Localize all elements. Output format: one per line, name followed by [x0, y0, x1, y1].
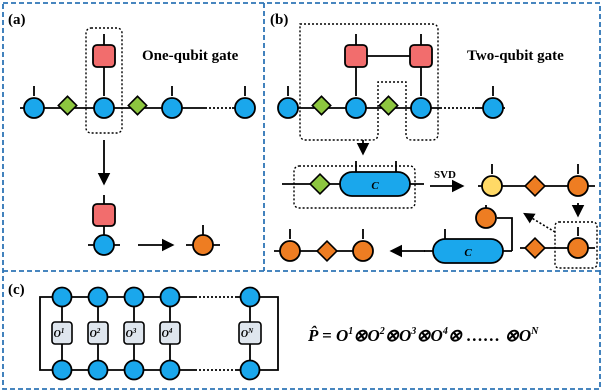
updated-tensor	[192, 234, 214, 256]
operator-column-2: O2	[87, 286, 109, 381]
bra-tensor	[87, 286, 109, 308]
operator-box	[238, 321, 262, 345]
bra-tensor	[51, 286, 73, 308]
svd-v-tensor	[567, 175, 589, 197]
selection-box	[85, 27, 123, 134]
trace-bond-left	[39, 296, 55, 371]
bond-diamond	[57, 95, 78, 116]
singular-value-diamond	[523, 174, 547, 198]
bra-tensor	[239, 286, 261, 308]
panel-a-label: (a)	[8, 12, 26, 28]
panel-c: (c) O1 O2 O3	[8, 282, 539, 381]
panel-b-label: (b)	[270, 12, 288, 28]
absorbed-tensor	[475, 207, 497, 229]
mps-tensor	[234, 97, 256, 119]
operator-label: O2	[90, 327, 101, 340]
one-qubit-gate	[92, 203, 116, 227]
mps-tensor	[93, 97, 115, 119]
bond-diamond	[378, 95, 399, 116]
selection-box	[554, 221, 598, 269]
one-qubit-gate	[92, 44, 116, 68]
panel-c-label: (c)	[8, 282, 25, 298]
mps-tensor	[345, 97, 367, 119]
bond-diamond	[311, 95, 332, 116]
mps-tensor	[93, 234, 115, 256]
tensor-product-formula: P̂ = O1⊗O2⊗O3⊗O4⊗ …… ⊗ON	[307, 326, 539, 345]
operator-box	[123, 321, 145, 345]
mps-tensor	[161, 97, 183, 119]
dotted-arrow	[523, 212, 556, 233]
mps-tensor	[23, 97, 45, 119]
two-qubit-gate-left	[344, 44, 368, 68]
trace-bond-right	[263, 296, 279, 371]
singular-value-diamond	[523, 236, 547, 260]
final-tensor	[279, 240, 301, 262]
mps-tensor	[277, 97, 299, 119]
operator-box	[159, 321, 181, 345]
operator-label: O3	[126, 327, 137, 340]
bond-line	[497, 217, 513, 251]
bond-diamond	[308, 172, 332, 196]
two-qubit-gate-right	[409, 44, 433, 68]
operator-column-1: O1	[51, 286, 73, 381]
contracted-tensor-label: C	[464, 247, 472, 259]
panel-a-title: One-qubit gate	[142, 48, 239, 64]
final-tensor	[352, 240, 374, 262]
operator-column-n: ON	[238, 286, 262, 381]
operator-label: O4	[162, 327, 173, 340]
mps-tensor	[482, 97, 504, 119]
mps-tensor	[410, 97, 432, 119]
operator-column-3: O3	[123, 286, 145, 381]
svd-u-tensor	[481, 175, 503, 197]
bond-diamond	[127, 95, 148, 116]
ket-tensor	[123, 359, 145, 381]
contracted-tensor	[432, 238, 504, 264]
operator-box	[51, 321, 73, 345]
ket-tensor	[87, 359, 109, 381]
operator-label: O1	[54, 327, 65, 340]
selection-box	[293, 165, 416, 209]
ket-tensor	[51, 359, 73, 381]
svd-label: SVD	[434, 169, 456, 181]
contracted-tensor	[339, 171, 411, 197]
bra-tensor	[123, 286, 145, 308]
panel-a: (a) One-qubit gate	[8, 12, 256, 256]
singular-value-diamond	[315, 239, 339, 263]
panel-b-title: Two-qubit gate	[467, 48, 564, 64]
svd-v-tensor	[567, 237, 589, 259]
operator-column-4: O4	[159, 286, 181, 381]
ket-tensor	[159, 359, 181, 381]
ket-tensor	[239, 359, 261, 381]
bra-tensor	[159, 286, 181, 308]
operator-box	[87, 321, 109, 345]
selection-box	[299, 23, 439, 141]
contracted-tensor-label: C	[371, 180, 379, 192]
operator-label: ON	[241, 327, 254, 340]
panel-b: (b) Two-qubit gate C SVD	[270, 12, 598, 269]
